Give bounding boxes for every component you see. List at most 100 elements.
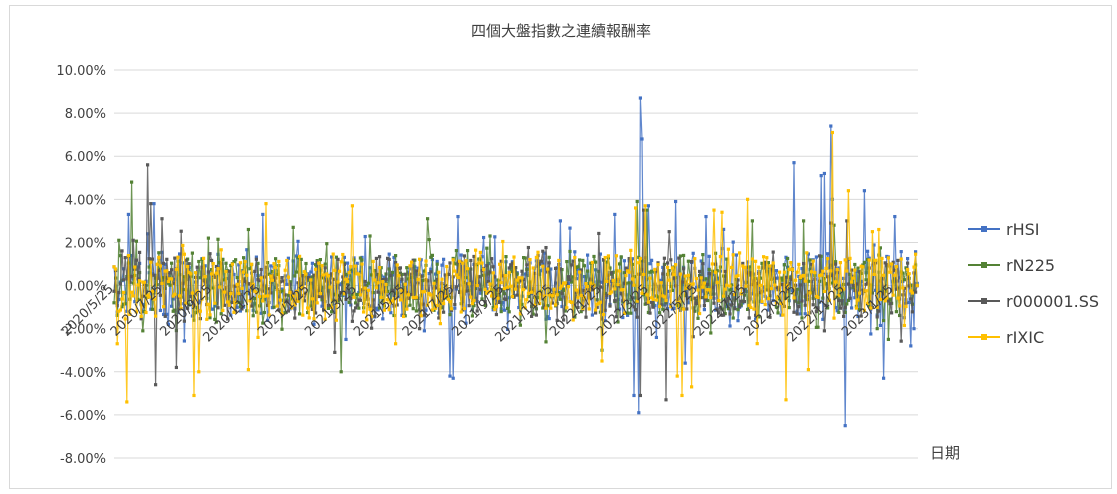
data-point — [622, 271, 626, 275]
data-point — [562, 318, 566, 322]
data-point — [347, 300, 351, 305]
data-point — [288, 290, 292, 295]
data-point — [542, 294, 546, 298]
data-point — [229, 292, 233, 296]
data-point — [187, 262, 191, 266]
data-point — [210, 258, 214, 263]
data-point — [538, 301, 542, 306]
data-point — [458, 290, 462, 294]
data-point — [304, 272, 308, 276]
data-point — [189, 272, 193, 276]
data-point — [806, 368, 810, 372]
data-point — [430, 253, 434, 257]
data-point — [171, 294, 175, 298]
data-point — [405, 266, 409, 270]
data-point — [547, 255, 551, 259]
data-point — [899, 257, 903, 261]
data-point — [466, 249, 470, 253]
data-point — [301, 274, 305, 278]
data-point — [312, 273, 316, 277]
data-point — [184, 258, 188, 262]
data-point — [853, 296, 857, 300]
data-point — [152, 297, 156, 301]
data-point — [170, 261, 174, 265]
data-point — [563, 309, 567, 313]
data-point — [245, 248, 249, 252]
data-point — [275, 304, 279, 308]
data-point — [621, 315, 625, 320]
data-point — [589, 281, 593, 285]
data-point — [150, 307, 154, 311]
data-point — [586, 253, 590, 257]
data-point — [805, 297, 809, 302]
data-point — [803, 303, 807, 307]
data-point — [707, 267, 711, 271]
data-point — [206, 270, 210, 274]
data-point — [542, 251, 546, 255]
data-point — [862, 260, 866, 264]
data-point — [147, 265, 151, 269]
data-point — [480, 255, 484, 259]
data-point — [277, 308, 281, 312]
data-point — [114, 267, 118, 271]
data-point — [283, 293, 287, 297]
data-point — [891, 280, 895, 284]
data-point — [120, 297, 124, 301]
data-point — [494, 312, 498, 317]
data-point — [370, 273, 374, 277]
data-point — [768, 294, 772, 298]
data-point — [760, 299, 764, 304]
data-point — [549, 306, 553, 310]
data-point — [568, 278, 572, 282]
data-point — [845, 302, 849, 306]
data-point — [394, 342, 398, 346]
data-point — [578, 270, 582, 274]
data-point — [779, 301, 783, 306]
data-point — [616, 320, 620, 324]
data-point — [138, 250, 142, 254]
data-point — [909, 297, 913, 301]
data-point — [272, 262, 276, 266]
data-point — [261, 212, 265, 217]
data-point — [907, 284, 911, 288]
data-point — [214, 320, 218, 324]
data-point — [342, 262, 346, 267]
data-point — [614, 269, 618, 273]
data-point — [168, 283, 172, 287]
data-point — [701, 253, 705, 257]
data-point — [517, 276, 521, 280]
data-point — [378, 266, 382, 270]
data-point — [565, 306, 569, 310]
data-point — [186, 306, 190, 310]
data-point — [502, 286, 506, 291]
data-point — [632, 393, 636, 398]
data-point — [243, 265, 247, 269]
data-point — [816, 306, 820, 310]
data-point — [318, 292, 322, 296]
data-point — [674, 199, 678, 204]
data-point — [339, 260, 343, 264]
legend-marker — [981, 334, 987, 340]
data-point — [690, 259, 694, 264]
data-point — [530, 314, 534, 318]
data-point — [898, 276, 902, 280]
data-point — [430, 308, 434, 312]
data-point — [653, 282, 657, 286]
data-point — [342, 292, 346, 296]
data-point — [397, 274, 401, 278]
data-point — [202, 273, 206, 277]
legend-item: rIXIC — [968, 328, 1044, 347]
data-point — [723, 269, 727, 274]
data-point — [754, 313, 758, 317]
data-point — [246, 227, 250, 232]
data-point — [242, 256, 246, 260]
data-point — [506, 306, 510, 311]
data-point — [728, 284, 732, 288]
data-point — [352, 309, 356, 313]
data-point — [883, 261, 887, 265]
data-point — [387, 257, 391, 261]
data-point — [283, 311, 287, 315]
data-point — [248, 267, 252, 271]
data-point — [658, 304, 662, 309]
data-point — [448, 313, 452, 317]
